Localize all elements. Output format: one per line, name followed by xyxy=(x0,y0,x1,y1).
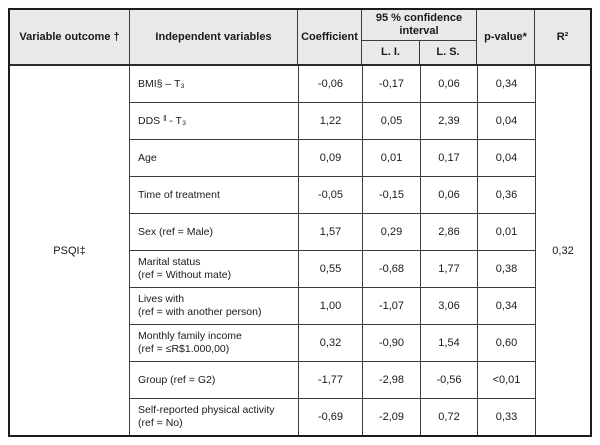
p-value-cell: 0,04 xyxy=(477,140,535,176)
independent-variable-cell: Sex (ref = Male) xyxy=(130,214,298,250)
coefficient-cell: 1,57 xyxy=(298,214,362,250)
independent-variable-cell: Age xyxy=(130,140,298,176)
independent-variable-cell: DDS ǁ - T₃ xyxy=(130,103,298,139)
row-label: Age xyxy=(138,151,157,164)
p-value-cell: 0,60 xyxy=(477,325,535,361)
ci-lower-cell: 0,05 xyxy=(362,103,420,139)
coefficient-cell: 1,22 xyxy=(298,103,362,139)
row-label: Lives with xyxy=(138,293,185,305)
row-label: Marital status xyxy=(138,256,201,268)
independent-variable-cell: Lives with (ref = with another person) xyxy=(130,288,298,324)
header-p-value: p-value* xyxy=(477,10,535,64)
ci-upper-cell: 0,06 xyxy=(420,66,477,102)
ci-upper-cell: 0,17 xyxy=(420,140,477,176)
header-upper-limit: L. S. xyxy=(436,46,460,58)
table-header-row: Variable outcome † Independent variables… xyxy=(10,10,590,66)
header-independent-variables: Independent variables xyxy=(130,10,298,64)
table-row: Marital status (ref = Without mate) 0,55… xyxy=(130,251,535,288)
table-row: BMI§ – T₃ -0,06 -0,17 0,06 0,34 xyxy=(130,66,535,103)
coefficient-cell: 0,55 xyxy=(298,251,362,287)
header-confidence-interval-group: 95 % confidence interval L. I. L. S. xyxy=(362,10,477,64)
header-ci-limits-row: L. I. L. S. xyxy=(362,40,476,64)
ci-upper-cell: -0,56 xyxy=(420,362,477,398)
r-squared-merged-cell: 0,32 xyxy=(535,66,590,435)
table-row: Monthly family income (ref = ≤R$1.000,00… xyxy=(130,325,535,362)
table-row: Lives with (ref = with another person) 1… xyxy=(130,288,535,325)
ci-upper-cell: 0,06 xyxy=(420,177,477,213)
p-value-cell: 0,34 xyxy=(477,288,535,324)
row-label: Time of treatment xyxy=(138,188,220,201)
ci-lower-cell: -0,17 xyxy=(362,66,420,102)
p-value-cell: 0,01 xyxy=(477,214,535,250)
header-coefficient: Coefficient xyxy=(298,10,362,64)
table-row: Time of treatment -0,05 -0,15 0,06 0,36 xyxy=(130,177,535,214)
ci-lower-cell: -0,68 xyxy=(362,251,420,287)
coefficient-cell: -1,77 xyxy=(298,362,362,398)
table-row: Age 0,09 0,01 0,17 0,04 xyxy=(130,140,535,177)
ci-lower-cell: -0,90 xyxy=(362,325,420,361)
ci-lower-cell: -2,98 xyxy=(362,362,420,398)
coefficient-cell: 0,09 xyxy=(298,140,362,176)
ci-lower-cell: 0,29 xyxy=(362,214,420,250)
row-label: Sex (ref = Male) xyxy=(138,225,213,238)
row-sublabel: (ref = Without mate) xyxy=(138,269,232,281)
p-value-cell: 0,34 xyxy=(477,66,535,102)
ci-lower-cell: -2,09 xyxy=(362,399,420,435)
row-sublabel: (ref = with another person) xyxy=(138,306,262,318)
table-row: Sex (ref = Male) 1,57 0,29 2,86 0,01 xyxy=(130,214,535,251)
ci-upper-cell: 1,77 xyxy=(420,251,477,287)
p-value-cell: 0,33 xyxy=(477,399,535,435)
ci-upper-cell: 2,39 xyxy=(420,103,477,139)
row-label: Self-reported physical activity xyxy=(138,404,275,416)
coefficient-cell: 1,00 xyxy=(298,288,362,324)
ci-upper-cell: 2,86 xyxy=(420,214,477,250)
table-rows-container: BMI§ – T₃ -0,06 -0,17 0,06 0,34 DDS ǁ - … xyxy=(130,66,535,435)
ci-lower-cell: -1,07 xyxy=(362,288,420,324)
row-label: Monthly family income xyxy=(138,330,242,342)
table-row: Group (ref = G2) -1,77 -2,98 -0,56 <0,01 xyxy=(130,362,535,399)
row-label: Group (ref = G2) xyxy=(138,373,216,386)
ci-lower-cell: -0,15 xyxy=(362,177,420,213)
table-row: DDS ǁ - T₃ 1,22 0,05 2,39 0,04 xyxy=(130,103,535,140)
p-value-cell: 0,04 xyxy=(477,103,535,139)
row-sublabel: (ref = ≤R$1.000,00) xyxy=(138,343,230,355)
header-variable-outcome: Variable outcome † xyxy=(10,10,130,64)
coefficient-cell: -0,05 xyxy=(298,177,362,213)
table-body: PSQI‡ BMI§ – T₃ -0,06 -0,17 0,06 0,34 DD… xyxy=(10,66,590,435)
header-confidence-interval: 95 % confidence interval xyxy=(375,12,463,37)
p-value-cell: 0,38 xyxy=(477,251,535,287)
row-label: BMI§ – T₃ xyxy=(138,77,185,90)
coefficient-cell: 0,32 xyxy=(298,325,362,361)
ci-upper-cell: 1,54 xyxy=(420,325,477,361)
p-value-cell: 0,36 xyxy=(477,177,535,213)
coefficient-cell: -0,69 xyxy=(298,399,362,435)
table-row: Self-reported physical activity (ref = N… xyxy=(130,399,535,435)
independent-variable-cell: Monthly family income (ref = ≤R$1.000,00… xyxy=(130,325,298,361)
independent-variable-cell: Group (ref = G2) xyxy=(130,362,298,398)
row-label-sup: ǁ xyxy=(163,113,167,123)
row-label-rest: - T₃ xyxy=(166,114,187,127)
header-r-squared: R² xyxy=(556,30,569,43)
header-lower-limit: L. I. xyxy=(362,41,420,64)
independent-variable-cell: BMI§ – T₃ xyxy=(130,66,298,102)
ci-upper-cell: 3,06 xyxy=(420,288,477,324)
p-value-cell: <0,01 xyxy=(477,362,535,398)
coefficient-cell: -0,06 xyxy=(298,66,362,102)
independent-variable-cell: Time of treatment xyxy=(130,177,298,213)
independent-variable-cell: Self-reported physical activity (ref = N… xyxy=(130,399,298,435)
regression-results-table: Variable outcome † Independent variables… xyxy=(8,8,592,437)
ci-upper-cell: 0,72 xyxy=(420,399,477,435)
independent-variable-cell: Marital status (ref = Without mate) xyxy=(130,251,298,287)
outcome-merged-cell: PSQI‡ xyxy=(10,66,130,435)
ci-lower-cell: 0,01 xyxy=(362,140,420,176)
row-label: DDS xyxy=(138,114,164,127)
row-sublabel: (ref = No) xyxy=(138,417,183,429)
